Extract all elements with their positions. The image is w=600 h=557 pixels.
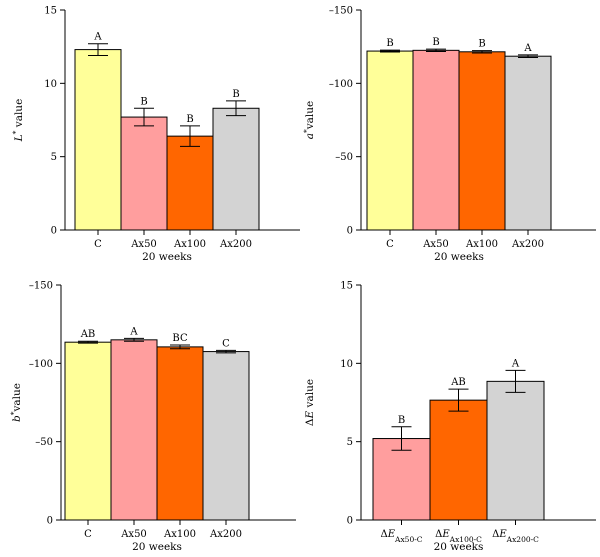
x-tick-label: ΔEAx200-C: [492, 529, 539, 544]
x-tick-label: Ax50: [130, 239, 157, 250]
bar: [110, 339, 158, 521]
x-tick-label: ΔEAx100-C: [435, 529, 482, 544]
significance-label: A: [523, 43, 532, 54]
bar: [64, 341, 112, 521]
bar: [458, 51, 506, 231]
y-axis-title: ΔE value: [304, 379, 316, 426]
significance-label: B: [398, 415, 405, 426]
bar: [504, 55, 552, 231]
x-tick-label: Ax100: [163, 529, 196, 540]
bar: [412, 49, 460, 231]
x-tick-label: Ax200: [511, 239, 544, 250]
x-tick-label: C: [94, 239, 102, 250]
x-tick-label: C: [386, 239, 394, 250]
x-axis-title: 20 weeks: [434, 541, 484, 553]
significance-label: B: [432, 37, 439, 48]
x-tick-label: Ax50: [120, 529, 147, 540]
bar: [120, 116, 168, 231]
panel-l-value: 0 5 10 15 A C B Ax50 B Ax100 B Ax200 20 weeks L* valu…: [11, 6, 300, 263]
bar: [74, 49, 122, 231]
significance-label: B: [478, 39, 485, 50]
y-tick-label: 5: [51, 152, 57, 163]
significance-label: A: [511, 358, 520, 369]
y-tick-label: –50: [335, 152, 353, 163]
bar: [429, 399, 488, 521]
x-tick-label: Ax100: [173, 239, 206, 250]
bar: [486, 380, 545, 521]
significance-label: BC: [172, 333, 188, 344]
y-axis-title: b*value: [9, 383, 24, 422]
significance-label: B: [140, 96, 147, 107]
panel-a-value: 0 –50 –100 –150 B C B Ax50 B Ax100 A Ax200 20 weeks a…: [302, 6, 596, 263]
bar: [202, 351, 250, 521]
x-axis-title: 20 weeks: [142, 251, 192, 263]
x-tick-label: Ax200: [209, 529, 242, 540]
x-tick-label: Ax200: [219, 239, 252, 250]
y-tick-label: –100: [329, 79, 353, 90]
x-axis-title: 20 weeks: [434, 251, 484, 263]
y-tick-label: –50: [35, 437, 53, 448]
x-tick-label: Ax50: [422, 239, 449, 250]
bar: [366, 50, 414, 231]
x-tick-label: ΔEAx50-C: [380, 529, 422, 544]
y-tick-label: –100: [29, 359, 53, 370]
x-tick-label: C: [84, 529, 92, 540]
significance-label: A: [93, 32, 102, 43]
y-axis-title: a*value: [302, 101, 317, 140]
x-tick-label: Ax100: [465, 239, 498, 250]
y-tick-label: 15: [44, 6, 57, 17]
y-axis-title: L* value: [11, 99, 26, 143]
bar: [166, 135, 214, 231]
y-tick-label: –150: [29, 281, 53, 292]
significance-label: C: [222, 338, 230, 349]
y-tick-label: 10: [44, 79, 57, 90]
significance-label: B: [232, 89, 239, 100]
y-tick-label: –150: [329, 6, 353, 17]
y-tick-label: 5: [347, 437, 353, 448]
y-tick-label: 0: [47, 516, 53, 527]
significance-label: AB: [450, 377, 466, 388]
significance-label: B: [186, 114, 193, 125]
y-tick-label: 0: [51, 226, 57, 237]
bar: [372, 438, 431, 521]
y-tick-label: 15: [340, 281, 353, 292]
bar: [212, 107, 260, 231]
y-tick-label: 0: [347, 226, 353, 237]
y-tick-label: 0: [347, 516, 353, 527]
x-axis-title: 20 weeks: [132, 541, 182, 553]
significance-label: AB: [80, 329, 96, 340]
panel-b-value: 0 –50 –100 –150 AB C A Ax50 BC Ax100 C Ax200 20 week…: [9, 281, 296, 553]
significance-label: B: [386, 38, 393, 49]
y-tick-label: 10: [340, 359, 353, 370]
panel-delta-e-value: 0 5 10 15 B ΔEAx50-C AB ΔEAx100-C A ΔEAx200-C 20 w…: [304, 281, 596, 553]
bar: [156, 346, 204, 521]
significance-label: A: [129, 326, 138, 337]
